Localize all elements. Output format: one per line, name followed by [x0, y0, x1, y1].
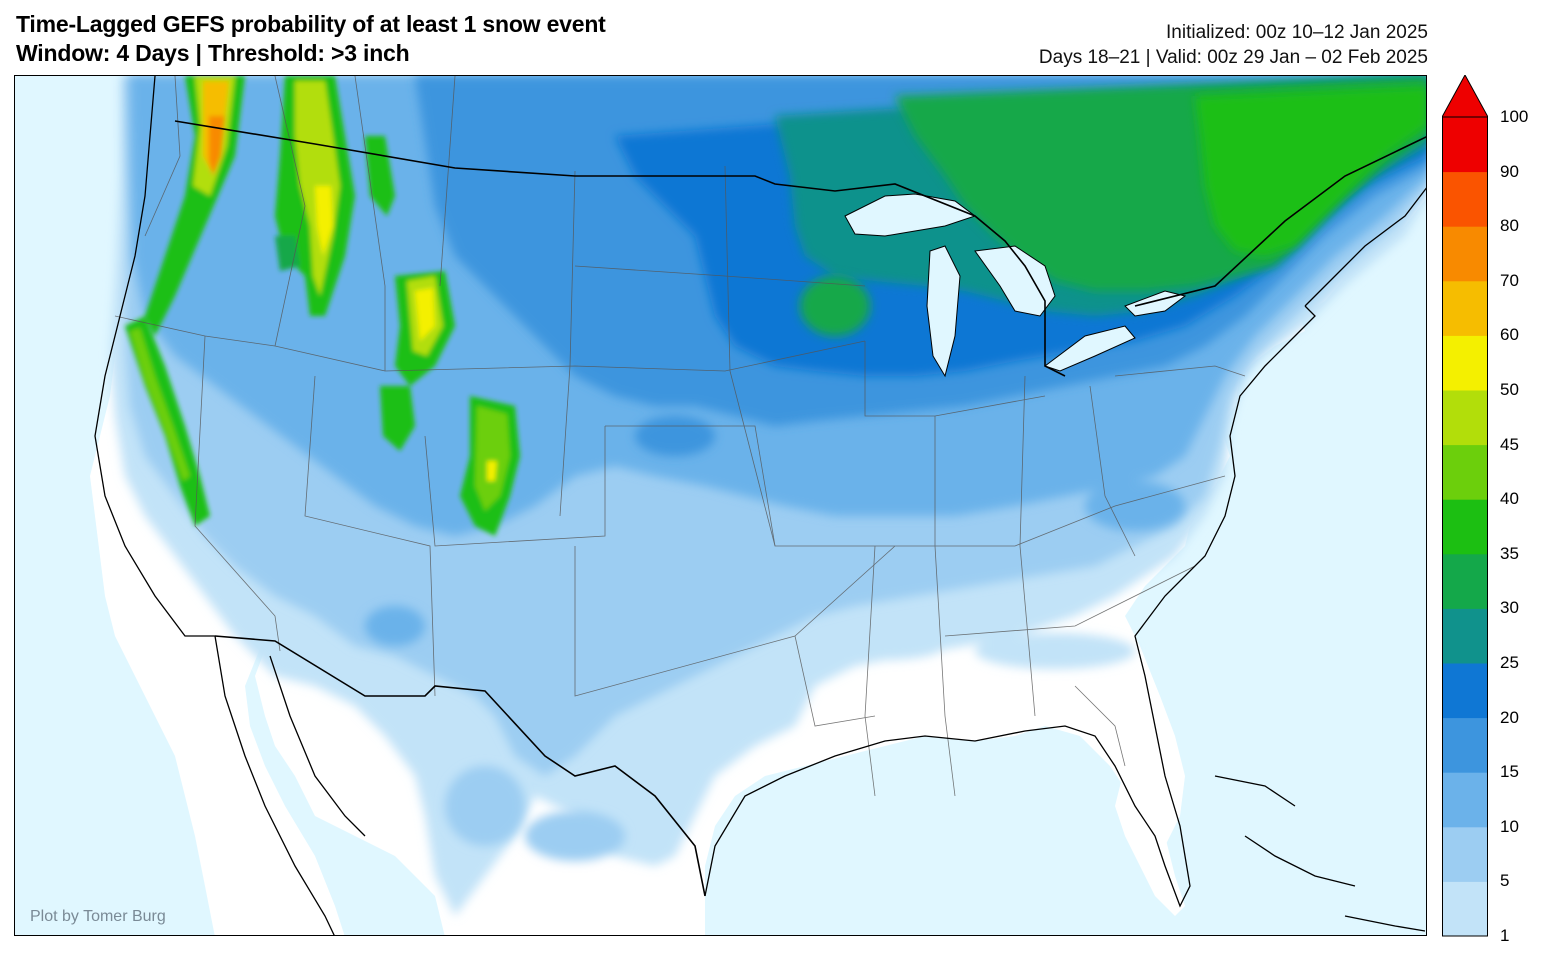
colorbar-tick-label: 35	[1500, 543, 1519, 563]
colorbar-tick-label: 30	[1500, 598, 1519, 618]
state-borders	[114, 76, 1246, 797]
great-lakes	[844, 193, 1187, 378]
colorbar-swatch	[1442, 499, 1488, 555]
colorbar-extend-arrow	[1442, 75, 1488, 118]
colorbar-tick-label: 25	[1500, 653, 1519, 672]
country-borders	[174, 120, 1426, 897]
colorbar-tick-label: 100	[1500, 107, 1529, 126]
colorbar-swatch	[1442, 335, 1488, 391]
colorbar-tick-label: 1	[1500, 926, 1510, 945]
probability-map	[15, 76, 1426, 935]
map-title: Time-Lagged GEFS probability of at least…	[16, 10, 606, 68]
colorbar-swatch	[1442, 881, 1488, 937]
colorbar-tick-label: 5	[1500, 871, 1510, 891]
colorbar-swatch	[1442, 117, 1488, 173]
plot-credit: Plot by Tomer Burg	[30, 908, 166, 925]
colorbar	[1442, 75, 1488, 937]
colorbar-tick-label: 90	[1500, 161, 1519, 181]
colorbar-swatch	[1442, 171, 1488, 227]
colorbar-tick-label: 50	[1500, 380, 1519, 399]
map-panel	[14, 75, 1427, 936]
colorbar-swatch	[1442, 608, 1488, 664]
run-info: Initialized: 00z 10–12 Jan 2025 Days 18–…	[1039, 20, 1428, 70]
colorbar-tick-label: 45	[1500, 434, 1519, 454]
title-line-2: Window: 4 Days | Threshold: >3 inch	[16, 40, 410, 66]
title-line-1: Time-Lagged GEFS probability of at least…	[16, 11, 606, 37]
colorbar-tick-label: 40	[1500, 489, 1519, 509]
coastlines	[94, 76, 1426, 935]
colorbar-tick-label: 70	[1500, 270, 1519, 290]
prob-35-40	[1195, 86, 1426, 256]
colorbar-swatch	[1442, 390, 1488, 446]
colorbar-border	[1442, 116, 1488, 937]
colorbar-swatch	[1442, 444, 1488, 500]
colorbar-swatch	[1442, 772, 1488, 828]
valid-text: Days 18–21 | Valid: 00z 29 Jan – 02 Feb …	[1038, 47, 1428, 68]
colorbar-tick-label: 10	[1500, 816, 1519, 836]
colorbar-swatch	[1442, 280, 1488, 336]
colorbar-swatch	[1442, 553, 1488, 609]
colorbar-swatch	[1442, 226, 1488, 282]
colorbar-tick-label: 80	[1500, 216, 1519, 236]
colorbar-swatch	[1442, 826, 1488, 882]
western-snow-bands	[125, 76, 520, 536]
colorbar-tick-label: 15	[1500, 762, 1519, 782]
colorbar-tick-label: 60	[1500, 325, 1519, 345]
colorbar-swatch	[1442, 717, 1488, 773]
initialized-text: Initialized: 00z 10–12 Jan 2025	[1166, 22, 1428, 43]
florida-land	[1115, 766, 1185, 916]
colorbar-swatch	[1442, 663, 1488, 719]
colorbar-tick-label: 20	[1500, 707, 1519, 727]
